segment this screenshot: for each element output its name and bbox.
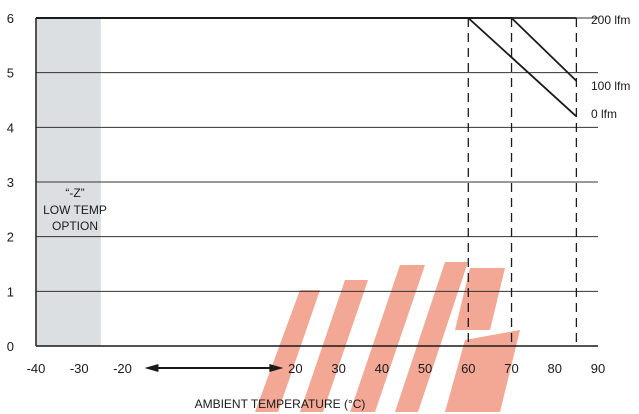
y-tick-label: 3 (7, 175, 14, 190)
y-tick-label: 2 (7, 230, 14, 245)
y-tick-label: 0 (7, 339, 14, 354)
x-tick-label: 80 (548, 361, 562, 376)
x-tick-label: 50 (418, 361, 432, 376)
x-tick-label: 40 (375, 361, 389, 376)
region-label-line: “-Z” (65, 186, 84, 200)
y-tick-label: 1 (7, 284, 14, 299)
range-arrow-left-head (144, 364, 159, 372)
x-tick-label: -20 (113, 361, 132, 376)
x-tick-label: 60 (461, 361, 475, 376)
series-lines (36, 17, 578, 118)
y-tick-label: 5 (7, 66, 14, 81)
tick-labels: 0 1 2 3 4 5 6 -40 -30 -20 20 30 40 50 60 70 80 90 (7, 11, 605, 376)
range-arrow-right-head (269, 364, 284, 372)
x-tick-label: 30 (331, 361, 345, 376)
x-tick-label: -30 (70, 361, 89, 376)
region-label-line: LOW TEMP (43, 203, 107, 217)
y-tick-label: 4 (7, 120, 14, 135)
x-tick-label: 20 (288, 361, 302, 376)
region-label-line: OPTION (52, 219, 98, 233)
curve-label: 100 lfm (591, 79, 630, 93)
series-line-0-lfm (36, 17, 577, 118)
curve-labels: 200 lfm 100 lfm 0 lfm (591, 13, 630, 121)
x-tick-label: 90 (591, 361, 605, 376)
x-axis-title: AMBIENT TEMPERATURE (°C) (195, 397, 366, 411)
low-temp-label: “-Z” LOW TEMP OPTION (43, 186, 107, 233)
x-tick-label: 70 (504, 361, 518, 376)
watermark (255, 262, 520, 412)
range-arrow (144, 364, 284, 372)
reference-lines (467, 18, 578, 346)
series-line-100-lfm (36, 17, 578, 82)
axes (35, 18, 598, 347)
y-tick-label: 6 (7, 11, 14, 26)
curve-label: 200 lfm (591, 13, 630, 27)
x-tick-label: -40 (27, 361, 46, 376)
curve-label: 0 lfm (591, 107, 617, 121)
